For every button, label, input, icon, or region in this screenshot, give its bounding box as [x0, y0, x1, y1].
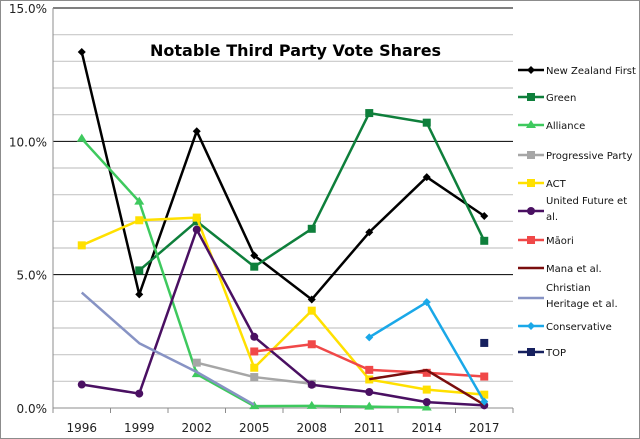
svg-text:Heritage et al.: Heritage et al.	[546, 299, 618, 310]
series-conservative	[365, 298, 489, 406]
legend-item: Christian Heritage et al.	[518, 283, 618, 310]
legend-label: United Future et	[546, 196, 627, 207]
y-tick-label: 5.0%	[17, 269, 48, 283]
x-tick-label: 1999	[124, 421, 155, 435]
legend-item: Green	[518, 93, 576, 104]
x-axis: 1996 1999 2002 2005 2008 2011 2014 2017	[52, 407, 514, 435]
legend-label: Christian	[546, 283, 591, 294]
legend-item: Alliance	[518, 120, 585, 132]
x-tick-label: 2002	[181, 421, 212, 435]
chart-title: Notable Third Party Vote Shares	[150, 41, 441, 60]
legend: New Zealand First Green Alliance Progressiv…	[518, 66, 636, 359]
series-lines	[76, 48, 489, 411]
legend-item: Conservative	[518, 322, 612, 333]
x-tick-label: 2017	[469, 421, 500, 435]
legend-label: Green	[546, 93, 576, 104]
legend-label: Conservative	[546, 322, 612, 333]
y-tick-label: 15.0%	[9, 2, 47, 16]
y-axis-ticks: 0.0% 5.0% 10.0% 15.0%	[9, 2, 47, 416]
legend-label: TOP	[545, 348, 566, 359]
series-new-zealand-first	[77, 48, 489, 304]
series-m-ori	[250, 340, 489, 381]
x-tick-label: 2014	[411, 421, 442, 435]
svg-text:al.: al.	[546, 212, 558, 223]
series-green	[135, 109, 489, 275]
legend-item: United Future et al.	[518, 196, 627, 223]
series-top	[480, 338, 489, 347]
legend-item: Māori	[518, 236, 574, 247]
legend-label: ACT	[546, 179, 567, 190]
legend-item: TOP	[518, 348, 566, 359]
legend-label: Māori	[546, 236, 574, 247]
legend-label: Progressive Party	[546, 151, 632, 162]
series-alliance	[76, 133, 432, 411]
x-tick-label: 1996	[66, 421, 97, 435]
y-tick-label: 0.0%	[17, 402, 48, 416]
series-united-future-et-al-	[77, 225, 489, 410]
legend-item: Mana et al.	[518, 264, 602, 275]
y-tick-label: 10.0%	[9, 135, 47, 149]
x-tick-label: 2011	[354, 421, 385, 435]
legend-item: Progressive Party	[518, 151, 632, 162]
x-tick-label: 2005	[239, 421, 270, 435]
x-tick-label: 2008	[296, 421, 327, 435]
series-act	[77, 213, 489, 399]
series-christian-heritage-et-al-	[80, 291, 255, 406]
legend-label: New Zealand First	[546, 66, 636, 77]
legend-item: New Zealand First	[518, 66, 636, 77]
legend-item: ACT	[518, 179, 567, 190]
legend-label: Alliance	[546, 121, 585, 132]
legend-label: Mana et al.	[546, 264, 602, 275]
series-mana-et-al-	[369, 368, 485, 406]
